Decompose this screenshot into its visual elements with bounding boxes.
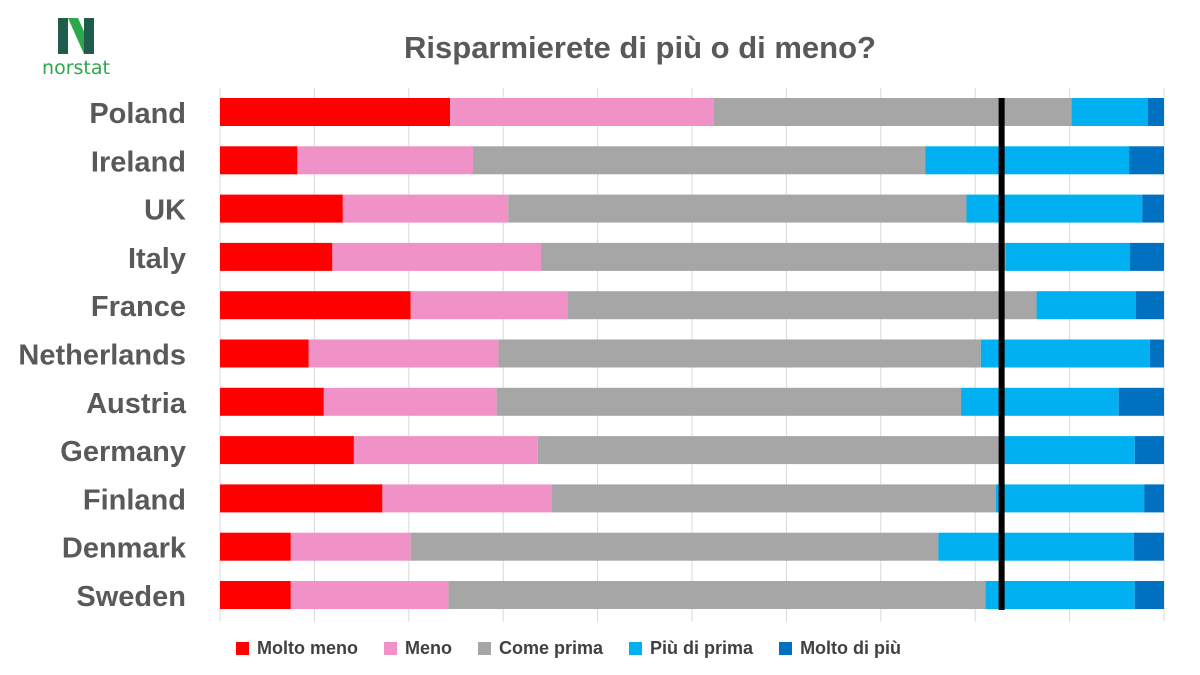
category-label: Denmark [62, 533, 187, 565]
bar-segment [450, 98, 714, 126]
bar-segment [1142, 194, 1164, 223]
bar-segment [220, 98, 451, 126]
bar-segment [332, 242, 541, 271]
bar-segment [966, 194, 1143, 223]
bar-segment [410, 291, 568, 320]
norstat-logo: norstat [36, 18, 116, 79]
legend-item: Più di prima [629, 638, 753, 659]
bar-segment [985, 581, 1135, 609]
legend-label: Molto meno [257, 638, 358, 658]
bar-segment [1147, 98, 1164, 126]
category-label: Germany [60, 436, 186, 468]
bar-segment [323, 387, 497, 416]
logo-n-icon [58, 18, 94, 54]
category-label: Poland [89, 98, 186, 130]
category-label: Netherlands [18, 340, 186, 372]
legend-item: Meno [384, 638, 452, 659]
bar-segment [1129, 146, 1164, 175]
legend-swatch [779, 642, 793, 655]
bar-segment [713, 98, 1072, 126]
bar-segment [220, 242, 333, 271]
legend-swatch [236, 642, 249, 655]
bar-segment [220, 387, 324, 416]
bar-segment [508, 194, 967, 223]
bar-segment [297, 146, 473, 175]
bar-segment [290, 581, 449, 609]
bar-segment [410, 532, 939, 561]
legend-item: Come prima [478, 638, 603, 659]
legend-label: Meno [405, 638, 452, 658]
legend-swatch [629, 642, 643, 655]
bar-segment [1071, 98, 1148, 126]
category-label: Ireland [91, 146, 186, 178]
bar-segment [537, 436, 1005, 465]
bar-segment [498, 339, 981, 368]
legend-swatch [478, 642, 491, 655]
legend-label: Molto di più [800, 638, 902, 658]
bar-segment [995, 484, 1145, 513]
bar-segment [472, 146, 926, 175]
category-label: Sweden [76, 581, 186, 613]
bar-segment [220, 146, 298, 175]
category-label: UK [144, 195, 186, 227]
legend-item: Molto meno [236, 638, 358, 659]
category-label: Austria [86, 388, 187, 420]
bar-segment [1134, 581, 1164, 609]
bar-segment [551, 484, 996, 513]
bar-segment [1135, 291, 1164, 320]
bar-segment [220, 436, 354, 465]
bar-segment [1133, 532, 1164, 561]
category-label: Finland [83, 484, 186, 516]
bar-segment [220, 194, 343, 223]
bar-segment [1144, 484, 1164, 513]
logo-text: norstat [42, 57, 110, 79]
bar-segment [220, 339, 309, 368]
category-label: Italy [128, 243, 186, 275]
bar-segment [220, 484, 383, 513]
bar-segment [1118, 387, 1164, 416]
bar-segment [353, 436, 538, 465]
legend-label: Più di prima [650, 638, 754, 658]
bar-segment [220, 291, 411, 320]
legend: Molto meno Meno Come prima Più di prima Molt… [236, 638, 901, 659]
bar-segment [220, 532, 291, 561]
bar-segment [961, 387, 1119, 416]
bar-segment [342, 194, 509, 223]
bar-segment [938, 532, 1134, 561]
bar-segment [540, 242, 1006, 271]
bar-segment [1005, 242, 1131, 271]
bar-segment [1149, 339, 1164, 368]
legend-label: Come prima [499, 638, 604, 658]
bar-segment [980, 339, 1150, 368]
chart-title: Risparmierete di più o di meno? [404, 30, 876, 65]
bar-segment [496, 387, 962, 416]
bar-segment [1036, 291, 1136, 320]
bar-segment [308, 339, 499, 368]
legend-item: Molto di più [779, 638, 901, 659]
category-label: France [91, 291, 186, 323]
bar-segment [220, 581, 291, 609]
bar-segment [290, 532, 411, 561]
bar-segment [567, 291, 1037, 320]
legend-swatch [384, 642, 397, 655]
bar-segment [382, 484, 552, 513]
bar-segment [1130, 242, 1164, 271]
bar-segment [448, 581, 986, 609]
bar-segment [1134, 436, 1164, 465]
bar-segment [1004, 436, 1135, 465]
bar-segment [925, 146, 1130, 175]
